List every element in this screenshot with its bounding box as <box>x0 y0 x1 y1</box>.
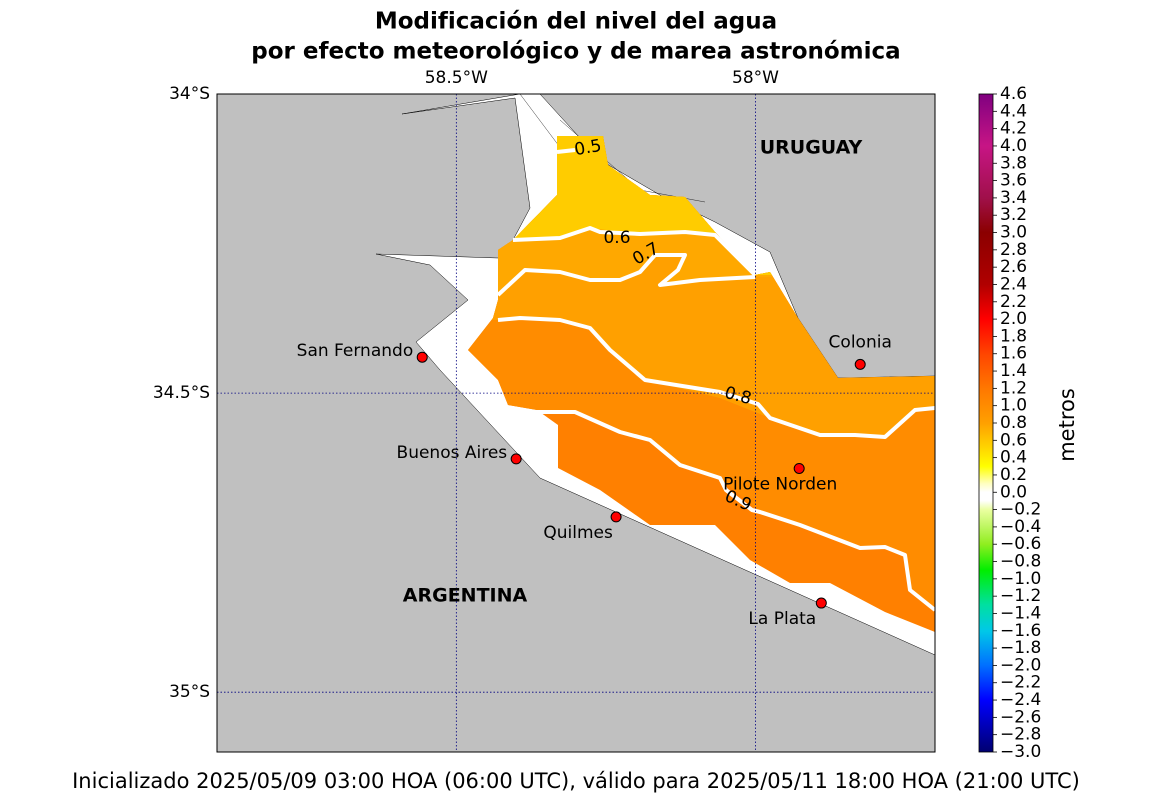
colorbar-tick-label: −3.0 <box>1000 742 1041 762</box>
country-label: URUGUAY <box>760 137 863 159</box>
contour-line <box>497 316 935 439</box>
colorbar-tick-label: 4.2 <box>1000 119 1027 139</box>
colorbar-tick-label: −2.4 <box>1000 690 1041 710</box>
city-label: La Plata <box>748 609 816 629</box>
colorbar-tick-label: −1.4 <box>1000 603 1041 623</box>
lon-tick-label: 58.5°W <box>425 68 488 88</box>
colorbar-tick-label: 3.4 <box>1000 188 1027 208</box>
colorbar-tick-label: 1.0 <box>1000 396 1027 416</box>
country-label: ARGENTINA <box>403 585 528 607</box>
city-label: Buenos Aires <box>397 443 508 463</box>
colorbar-tick-label: 2.6 <box>1000 257 1027 277</box>
colorbar-tick-label: −1.0 <box>1000 569 1041 589</box>
lat-tick-label: 34°S <box>169 84 210 104</box>
colorbar-tick-label: 0.6 <box>1000 430 1027 450</box>
city-marker <box>793 462 805 474</box>
colorbar-tick-label: 0.2 <box>1000 465 1027 485</box>
map-frame <box>216 93 936 753</box>
city-label: Pilote Norden <box>723 474 837 494</box>
lat-tick-label: 34.5°S <box>153 383 210 403</box>
colorbar <box>978 93 994 753</box>
contour-label: 0.6 <box>603 228 630 248</box>
colorbar-tick-label: −2.0 <box>1000 655 1041 675</box>
colorbar-tick-label: −2.6 <box>1000 707 1041 727</box>
colorbar-tick-label: 3.0 <box>1000 223 1027 243</box>
colorbar-tick-label: −1.8 <box>1000 638 1041 658</box>
colorbar-tick-label: −2.2 <box>1000 673 1041 693</box>
colorbar-label: metros <box>1055 388 1079 462</box>
colorbar-tick-label: −0.2 <box>1000 500 1041 520</box>
city-marker <box>416 351 428 363</box>
colorbar-tick-label: 0.4 <box>1000 448 1027 468</box>
city-label: Quilmes <box>543 523 613 543</box>
contour-label: 0.5 <box>573 136 603 160</box>
colorbar-tick-label: −1.2 <box>1000 586 1041 606</box>
colorbar-tick-label: 4.6 <box>1000 84 1027 104</box>
colorbar-tick-label: 3.6 <box>1000 171 1027 191</box>
colorbar-tick-label: 2.0 <box>1000 309 1027 329</box>
colorbar-tick-label: −1.6 <box>1000 621 1041 641</box>
colorbar-tick-label: −0.4 <box>1000 517 1041 537</box>
lon-tick-label: 58°W <box>732 68 779 88</box>
city-marker <box>510 453 522 465</box>
city-label: Colonia <box>829 332 892 352</box>
colorbar-tick-label: 1.4 <box>1000 361 1027 381</box>
colorbar-tick-label: 2.4 <box>1000 274 1027 294</box>
colorbar-tick-label: −0.6 <box>1000 534 1041 554</box>
city-marker <box>610 511 622 523</box>
city-marker <box>854 358 866 370</box>
contour-line <box>512 226 757 277</box>
colorbar-tick-label: 4.4 <box>1000 101 1027 121</box>
title-line: por efecto meteorológico y de marea astr… <box>251 39 900 65</box>
colorbar-tick-label: 0.0 <box>1000 482 1027 502</box>
colorbar-tick-label: 2.8 <box>1000 240 1027 260</box>
lat-tick-label: 35°S <box>169 682 210 702</box>
colorbar-tick-label: 2.2 <box>1000 292 1027 312</box>
contour-line <box>556 148 576 154</box>
colorbar-tick-label: 0.8 <box>1000 413 1027 433</box>
colorbar-tick-label: 1.8 <box>1000 326 1027 346</box>
colorbar-tick-label: 3.8 <box>1000 153 1027 173</box>
colorbar-tick-label: 3.2 <box>1000 205 1027 225</box>
colorbar-tick-label: −0.8 <box>1000 552 1041 572</box>
title-line: Modificación del nivel del agua <box>375 9 777 35</box>
city-marker <box>815 597 827 609</box>
colorbar-tick-label: 1.2 <box>1000 378 1027 398</box>
colorbar-tick-label: 4.0 <box>1000 136 1027 156</box>
colorbar-tick-label: −2.8 <box>1000 725 1041 745</box>
contour-line <box>496 253 756 297</box>
footer: Inicializado 2025/05/09 03:00 HOA (06:00… <box>72 769 1080 793</box>
contour-line <box>537 410 935 612</box>
colorbar-tick-label: 1.6 <box>1000 344 1027 364</box>
city-label: San Fernando <box>297 341 414 361</box>
